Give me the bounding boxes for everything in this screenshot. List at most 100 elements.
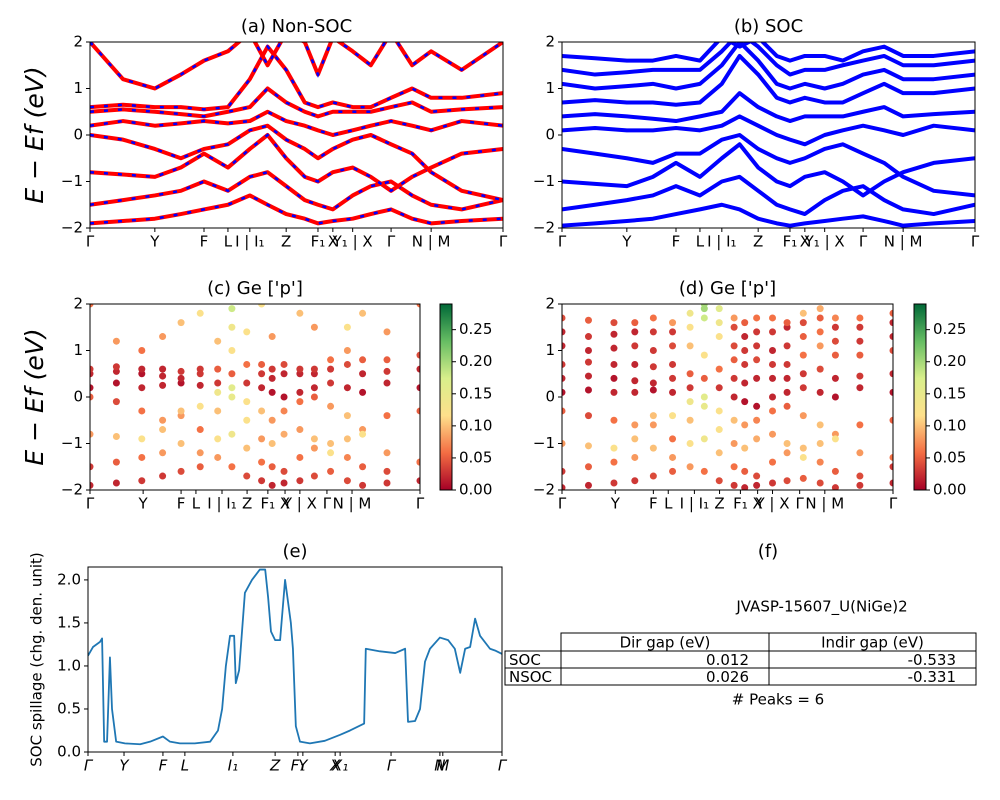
x-tick-label: Y₁ | X [804, 233, 845, 251]
band-point [196, 365, 204, 373]
x-tick-label: L [664, 495, 673, 513]
band-point [753, 328, 761, 336]
band-point [816, 479, 824, 487]
band-line [562, 174, 975, 217]
band-point [783, 374, 791, 382]
band-point [243, 379, 251, 387]
x-tick-label: Γ [416, 495, 425, 513]
band-line [90, 42, 503, 91]
y-tick-label: 1 [545, 79, 555, 97]
band-point [831, 323, 839, 331]
band-point [686, 463, 694, 471]
panel-title: (d) Ge ['p'] [679, 278, 776, 299]
band-point [700, 314, 708, 322]
band-point [243, 416, 251, 424]
band-point [243, 398, 251, 406]
band-point [856, 481, 864, 489]
band-point [610, 330, 618, 338]
band-point [562, 388, 566, 396]
band-point [562, 467, 566, 475]
band-point [799, 351, 807, 359]
band-line [562, 202, 975, 228]
x-tick-label: Γ [889, 495, 898, 513]
band-point [769, 430, 777, 438]
band-point [584, 358, 592, 366]
y-axis-label: SOC spillage (chg. den. unit) [28, 552, 46, 767]
band-point [214, 453, 222, 461]
band-point [243, 328, 251, 336]
band-point [631, 328, 639, 336]
band-point [343, 477, 351, 485]
band-point [359, 463, 367, 471]
band-line [562, 142, 975, 198]
band-point [310, 435, 318, 443]
band-point [816, 421, 824, 429]
band-point [631, 388, 639, 396]
band-point [889, 479, 893, 487]
band-point [296, 477, 304, 485]
band-point [112, 379, 120, 387]
band-point [700, 435, 708, 443]
band-point [159, 333, 167, 341]
band-point [138, 435, 146, 443]
band-point [649, 444, 657, 452]
band-point [310, 472, 318, 480]
band-point [856, 323, 864, 331]
y-tick-label: 1.0 [57, 656, 81, 674]
band-point [327, 365, 335, 373]
band-point [383, 328, 391, 336]
band-point [268, 440, 276, 447]
band-point [214, 407, 222, 415]
band-point [889, 319, 893, 327]
band-line-dash [90, 170, 503, 211]
x-tick-label: Γ [859, 233, 868, 251]
band-point [383, 479, 391, 487]
band-point [816, 342, 824, 350]
x-tick-label: F₁ [311, 233, 326, 251]
band-point [327, 356, 335, 364]
band-point [177, 374, 185, 382]
band-point [799, 474, 807, 482]
band-line-dash [90, 133, 503, 193]
y-tick-label: 0.5 [57, 699, 81, 717]
band-point [177, 367, 185, 375]
band-point [753, 314, 761, 322]
band-point [138, 453, 146, 461]
band-point [280, 370, 288, 378]
band-point [359, 388, 367, 396]
colorbar [913, 303, 927, 491]
band-point [730, 393, 738, 401]
band-point [831, 393, 839, 401]
band-point [310, 365, 318, 373]
band-point [686, 323, 694, 331]
x-tick-label: Γ [387, 233, 396, 251]
band-point [783, 440, 791, 447]
band-point [383, 356, 391, 364]
band-point [715, 407, 723, 415]
band-point [889, 463, 893, 471]
band-point [112, 363, 120, 371]
band-point [730, 416, 738, 424]
band-point [268, 416, 276, 424]
band-point [90, 463, 94, 471]
band-point [816, 305, 824, 313]
band-point [584, 333, 592, 341]
band-line-dash [90, 124, 503, 202]
x-tick-label: N | M [333, 495, 372, 513]
band-point [280, 430, 288, 438]
y-tick-label: 0 [73, 388, 83, 406]
x-tick-label: Γ [499, 233, 508, 251]
band-point [856, 421, 864, 429]
band-point [769, 458, 777, 466]
band-point [783, 342, 791, 350]
x-tick-label: F₁ [733, 495, 748, 513]
band-point [856, 372, 864, 380]
y-tick-label: −2 [61, 219, 83, 237]
band-point [383, 367, 391, 375]
band-point [856, 384, 864, 392]
band-point [228, 463, 236, 471]
band-point [715, 426, 723, 434]
y-tick-label: 2 [545, 33, 555, 51]
band-point [159, 416, 167, 424]
band-point [138, 347, 146, 354]
